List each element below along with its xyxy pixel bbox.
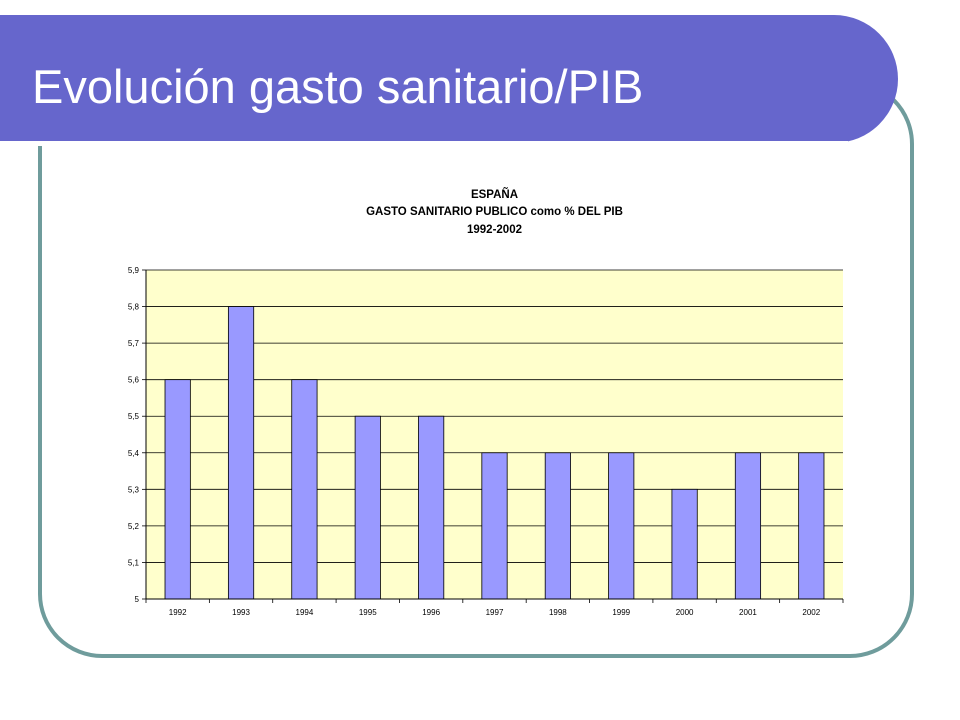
x-tick-label: 1998 xyxy=(549,608,567,617)
x-tick-label: 1997 xyxy=(486,608,504,617)
title-bar: Evolución gasto sanitario/PIB xyxy=(0,15,898,146)
gridlines xyxy=(146,269,843,563)
bar-1994 xyxy=(291,379,318,600)
y-tick-label: 5,8 xyxy=(128,303,140,312)
slide-title: Evolución gasto sanitario/PIB xyxy=(32,60,644,113)
bar-2000 xyxy=(671,488,698,600)
y-tick-label: 5,9 xyxy=(128,266,140,275)
bar-2002 xyxy=(798,452,825,600)
bar-1995 xyxy=(354,415,381,600)
bar-2001 xyxy=(734,452,762,600)
chart-title-line-1: ESPAÑA xyxy=(471,188,518,201)
bar-1997 xyxy=(481,452,508,600)
y-tick-label: 5 xyxy=(135,595,140,604)
y-tick-label: 5,6 xyxy=(128,376,140,385)
y-tick-label: 5,7 xyxy=(128,339,140,348)
x-tick-label: 2000 xyxy=(676,608,694,617)
y-tick-label: 5,3 xyxy=(128,485,140,494)
bar-1992 xyxy=(164,379,191,600)
x-tick-label: 1999 xyxy=(612,608,630,617)
chart-title-line-3: 1992-2002 xyxy=(467,224,522,236)
x-tick-label: 2002 xyxy=(802,608,820,617)
bar-1993 xyxy=(227,306,255,600)
bar-1996 xyxy=(418,415,445,600)
y-axis-ticks: 5 5,1 5,2 5,3 5,4 5,5 5,6 5,7 5,8 5,9 xyxy=(128,266,146,604)
y-tick-label: 5,1 xyxy=(128,558,140,567)
chart-title-line-2: GASTO SANITARIO PUBLICO como % DEL PIB xyxy=(366,206,623,218)
x-tick-label: 1996 xyxy=(422,608,440,617)
y-tick-label: 5,4 xyxy=(128,449,140,458)
x-axis-ticks: 1992 1993 1994 1995 1996 1997 1998 1999 2000 2001… xyxy=(145,599,844,617)
y-tick-label: 5,2 xyxy=(128,522,140,531)
bars xyxy=(164,306,825,600)
title-underline xyxy=(0,141,848,146)
axes xyxy=(145,270,843,600)
x-tick-label: 1994 xyxy=(296,608,314,617)
x-tick-label: 1995 xyxy=(359,608,377,617)
x-tick-label: 2001 xyxy=(739,608,757,617)
y-tick-label: 5,5 xyxy=(128,412,140,421)
x-tick-label: 1993 xyxy=(232,608,250,617)
chart-title: ESPAÑA GASTO SANITARIO PUBLICO como % DEL… xyxy=(366,188,623,236)
bar-1998 xyxy=(544,452,571,600)
x-tick-label: 1992 xyxy=(169,608,187,617)
bar-1999 xyxy=(608,452,635,600)
